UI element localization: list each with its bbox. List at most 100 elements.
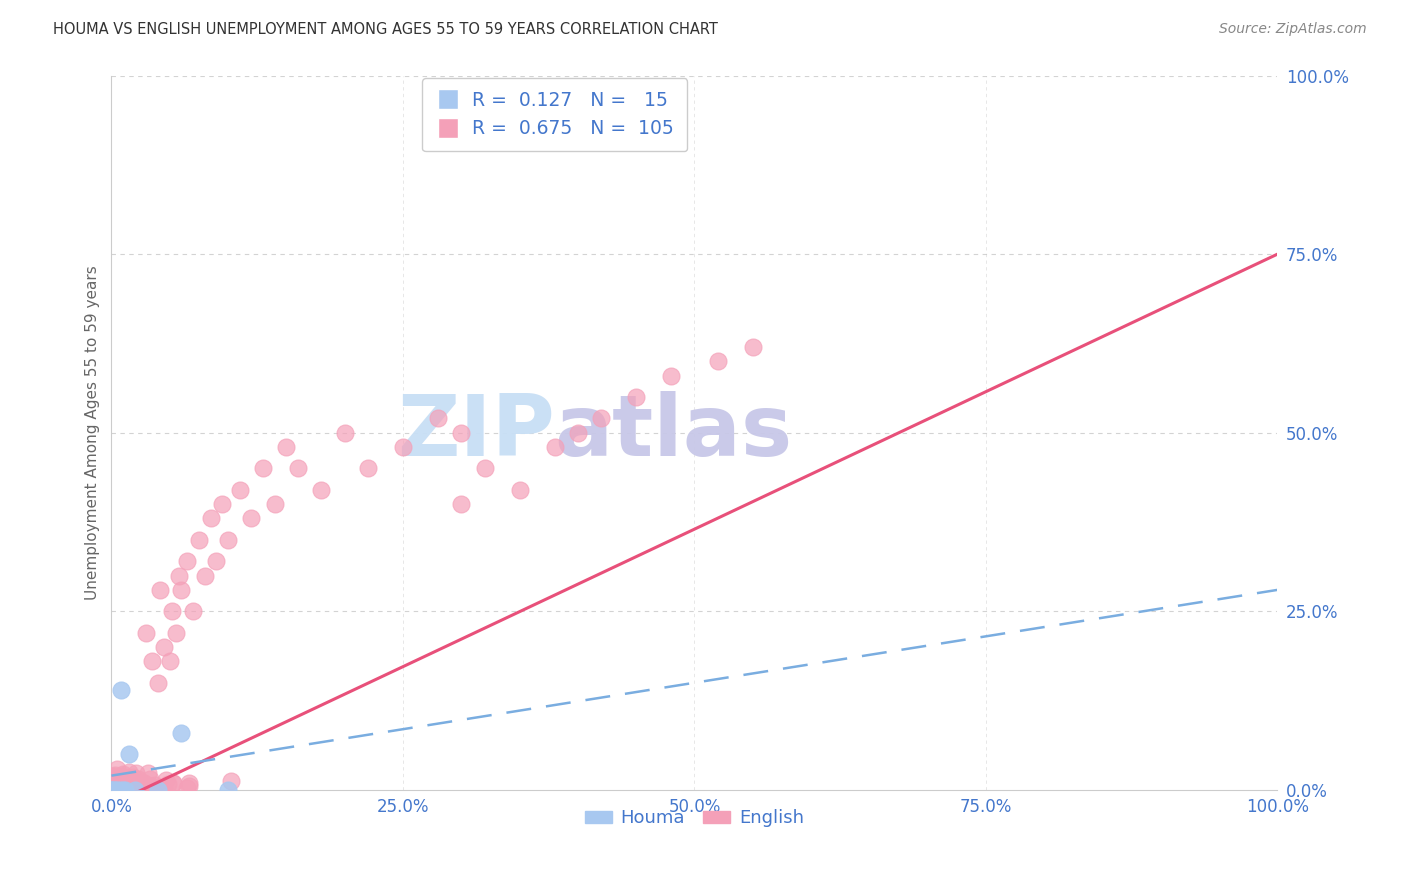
- Point: [179, 779, 201, 793]
- Point: [108, 783, 131, 797]
- Point: [194, 568, 217, 582]
- Point: [624, 390, 647, 404]
- Point: [139, 779, 162, 793]
- Point: [141, 654, 163, 668]
- Point: [509, 483, 531, 497]
- Point: [179, 775, 201, 789]
- Point: [112, 783, 135, 797]
- Point: [131, 782, 153, 797]
- Point: [205, 554, 228, 568]
- Point: [135, 625, 157, 640]
- Point: [240, 511, 263, 525]
- Point: [117, 776, 139, 790]
- Point: [217, 783, 239, 797]
- Point: [121, 780, 143, 795]
- Text: atlas: atlas: [554, 392, 793, 475]
- Point: [450, 425, 472, 440]
- Point: [125, 766, 148, 780]
- Point: [114, 783, 136, 797]
- Point: [125, 780, 148, 795]
- Point: [103, 779, 125, 793]
- Point: [104, 782, 127, 797]
- Point: [105, 762, 128, 776]
- Point: [118, 781, 141, 796]
- Point: [132, 776, 155, 790]
- Point: [707, 354, 730, 368]
- Point: [392, 440, 415, 454]
- Point: [141, 779, 163, 793]
- Point: [103, 777, 125, 791]
- Point: [170, 725, 193, 739]
- Point: [110, 682, 132, 697]
- Point: [217, 533, 239, 547]
- Point: [118, 747, 141, 762]
- Text: ZIP: ZIP: [396, 392, 554, 475]
- Point: [252, 461, 274, 475]
- Point: [100, 783, 122, 797]
- Point: [176, 781, 198, 796]
- Point: [333, 425, 356, 440]
- Point: [153, 640, 176, 654]
- Point: [146, 783, 169, 797]
- Point: [108, 769, 131, 783]
- Point: [311, 483, 333, 497]
- Point: [211, 497, 233, 511]
- Point: [162, 776, 184, 790]
- Point: [165, 625, 187, 640]
- Point: [104, 777, 127, 791]
- Point: [125, 779, 148, 793]
- Point: [104, 768, 127, 782]
- Point: [170, 582, 193, 597]
- Point: [115, 781, 138, 796]
- Point: [187, 533, 209, 547]
- Point: [200, 511, 222, 525]
- Point: [287, 461, 309, 475]
- Point: [167, 568, 190, 582]
- Point: [110, 777, 132, 791]
- Point: [129, 780, 152, 794]
- Point: [131, 774, 153, 789]
- Point: [105, 782, 128, 797]
- Point: [100, 773, 122, 788]
- Point: [110, 773, 132, 788]
- Point: [111, 782, 134, 797]
- Point: [219, 774, 242, 789]
- Point: [146, 675, 169, 690]
- Point: [136, 765, 159, 780]
- Point: [100, 783, 122, 797]
- Point: [426, 411, 449, 425]
- Point: [148, 781, 170, 796]
- Point: [121, 771, 143, 785]
- Point: [181, 604, 204, 618]
- Point: [105, 778, 128, 792]
- Point: [156, 777, 179, 791]
- Point: [741, 340, 763, 354]
- Point: [115, 779, 138, 793]
- Point: [120, 781, 142, 796]
- Point: [100, 783, 122, 797]
- Point: [101, 777, 124, 791]
- Point: [124, 783, 146, 797]
- Point: [135, 779, 157, 793]
- Point: [591, 411, 613, 425]
- Point: [357, 461, 380, 475]
- Point: [114, 770, 136, 784]
- Point: [155, 772, 177, 787]
- Point: [124, 779, 146, 793]
- Point: [104, 782, 127, 797]
- Point: [567, 425, 589, 440]
- Point: [474, 461, 496, 475]
- Point: [450, 497, 472, 511]
- Point: [115, 782, 138, 797]
- Point: [101, 770, 124, 784]
- Point: [159, 654, 181, 668]
- Point: [120, 777, 142, 791]
- Point: [149, 582, 172, 597]
- Point: [153, 782, 176, 797]
- Point: [104, 783, 127, 797]
- Point: [122, 779, 145, 793]
- Point: [659, 368, 682, 383]
- Point: [127, 772, 149, 786]
- Point: [110, 780, 132, 794]
- Point: [543, 440, 565, 454]
